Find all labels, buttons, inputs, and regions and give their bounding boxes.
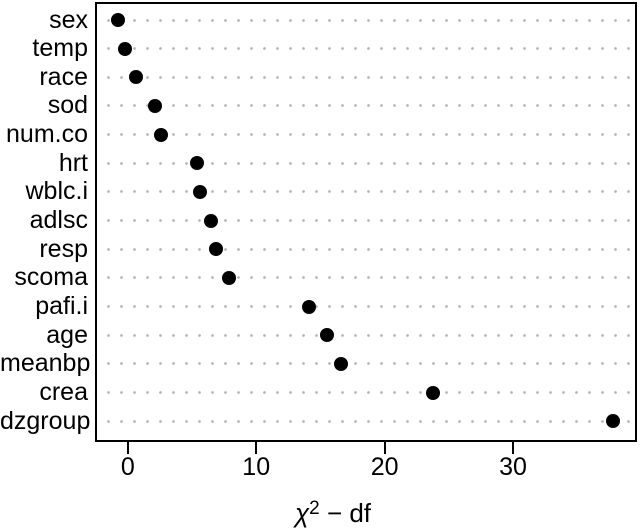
y-axis-label: sex (49, 5, 88, 34)
gridline (100, 47, 632, 51)
x-tick-label: 0 (120, 453, 135, 481)
chi-exponent: 2 (309, 498, 320, 519)
data-point (147, 98, 162, 113)
y-axis-label: meanbp (0, 349, 91, 378)
y-axis-label: scoma (14, 263, 88, 292)
data-point (319, 328, 334, 343)
gridline (100, 18, 632, 22)
gridline (100, 104, 632, 108)
gridline (100, 276, 632, 280)
data-point (333, 356, 348, 371)
gridline (100, 419, 632, 423)
x-tick-mark (126, 442, 129, 454)
x-tick-label: 20 (370, 453, 399, 481)
data-point (110, 13, 125, 27)
x-tick-mark (383, 442, 386, 454)
y-axis-label: dzgroup (0, 406, 91, 435)
y-axis-label: hrt (58, 148, 88, 177)
data-point (154, 127, 169, 142)
y-axis-label: temp (32, 34, 88, 63)
x-tick-label: 30 (499, 453, 527, 481)
gridline (100, 219, 632, 223)
data-point (222, 270, 237, 285)
x-tick-label: 10 (242, 453, 271, 481)
y-axis-label: adlsc (29, 206, 88, 235)
data-point (118, 41, 133, 56)
gridline (100, 362, 632, 366)
data-point (204, 213, 219, 228)
chi-symbol: χ (294, 498, 310, 528)
y-axis-label: crea (39, 378, 88, 407)
x-axis-title: χ2 − df (248, 494, 418, 528)
gridline (100, 247, 632, 251)
x-tick-mark (255, 442, 258, 454)
y-axis-label: wblc.i (25, 177, 88, 206)
y-axis-label: num.co (6, 120, 88, 149)
x-tick-mark (512, 442, 515, 454)
gridline (100, 391, 632, 395)
y-axis-label: resp (39, 234, 88, 263)
data-point (209, 242, 224, 257)
gridline (100, 190, 632, 194)
data-point (426, 385, 441, 400)
gridline (100, 75, 632, 79)
gridline (100, 305, 632, 309)
gridline (100, 333, 632, 337)
data-point (190, 156, 205, 171)
gridline (100, 161, 632, 165)
y-axis-label: race (39, 62, 88, 91)
x-axis-title-suffix: − df (319, 498, 372, 528)
data-point (128, 70, 143, 85)
y-axis-label: age (46, 320, 88, 349)
gridline (100, 133, 632, 137)
y-axis-label: sod (47, 91, 88, 120)
y-axis-label: pafi.i (35, 292, 88, 321)
data-point (606, 414, 621, 429)
data-point (301, 299, 316, 314)
data-point (192, 184, 207, 199)
